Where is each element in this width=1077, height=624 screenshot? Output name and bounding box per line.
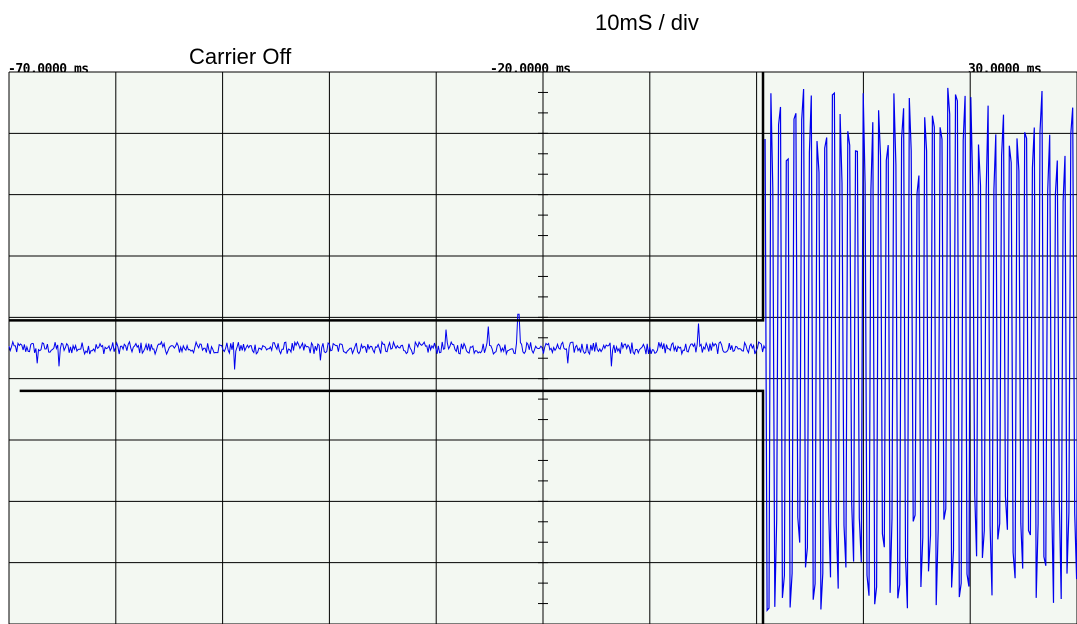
time-per-div-label: 10mS / div [595, 10, 699, 35]
grid [8, 71, 1077, 624]
envelope-upper [9, 72, 765, 322]
noise-trace [8, 313, 766, 370]
envelope-trace-group [9, 72, 765, 624]
envelope-lower [19, 389, 765, 624]
carrier-state-label: Carrier Off [189, 44, 292, 69]
carrier-trace [764, 87, 1077, 613]
signal-trace-group [8, 87, 1077, 613]
